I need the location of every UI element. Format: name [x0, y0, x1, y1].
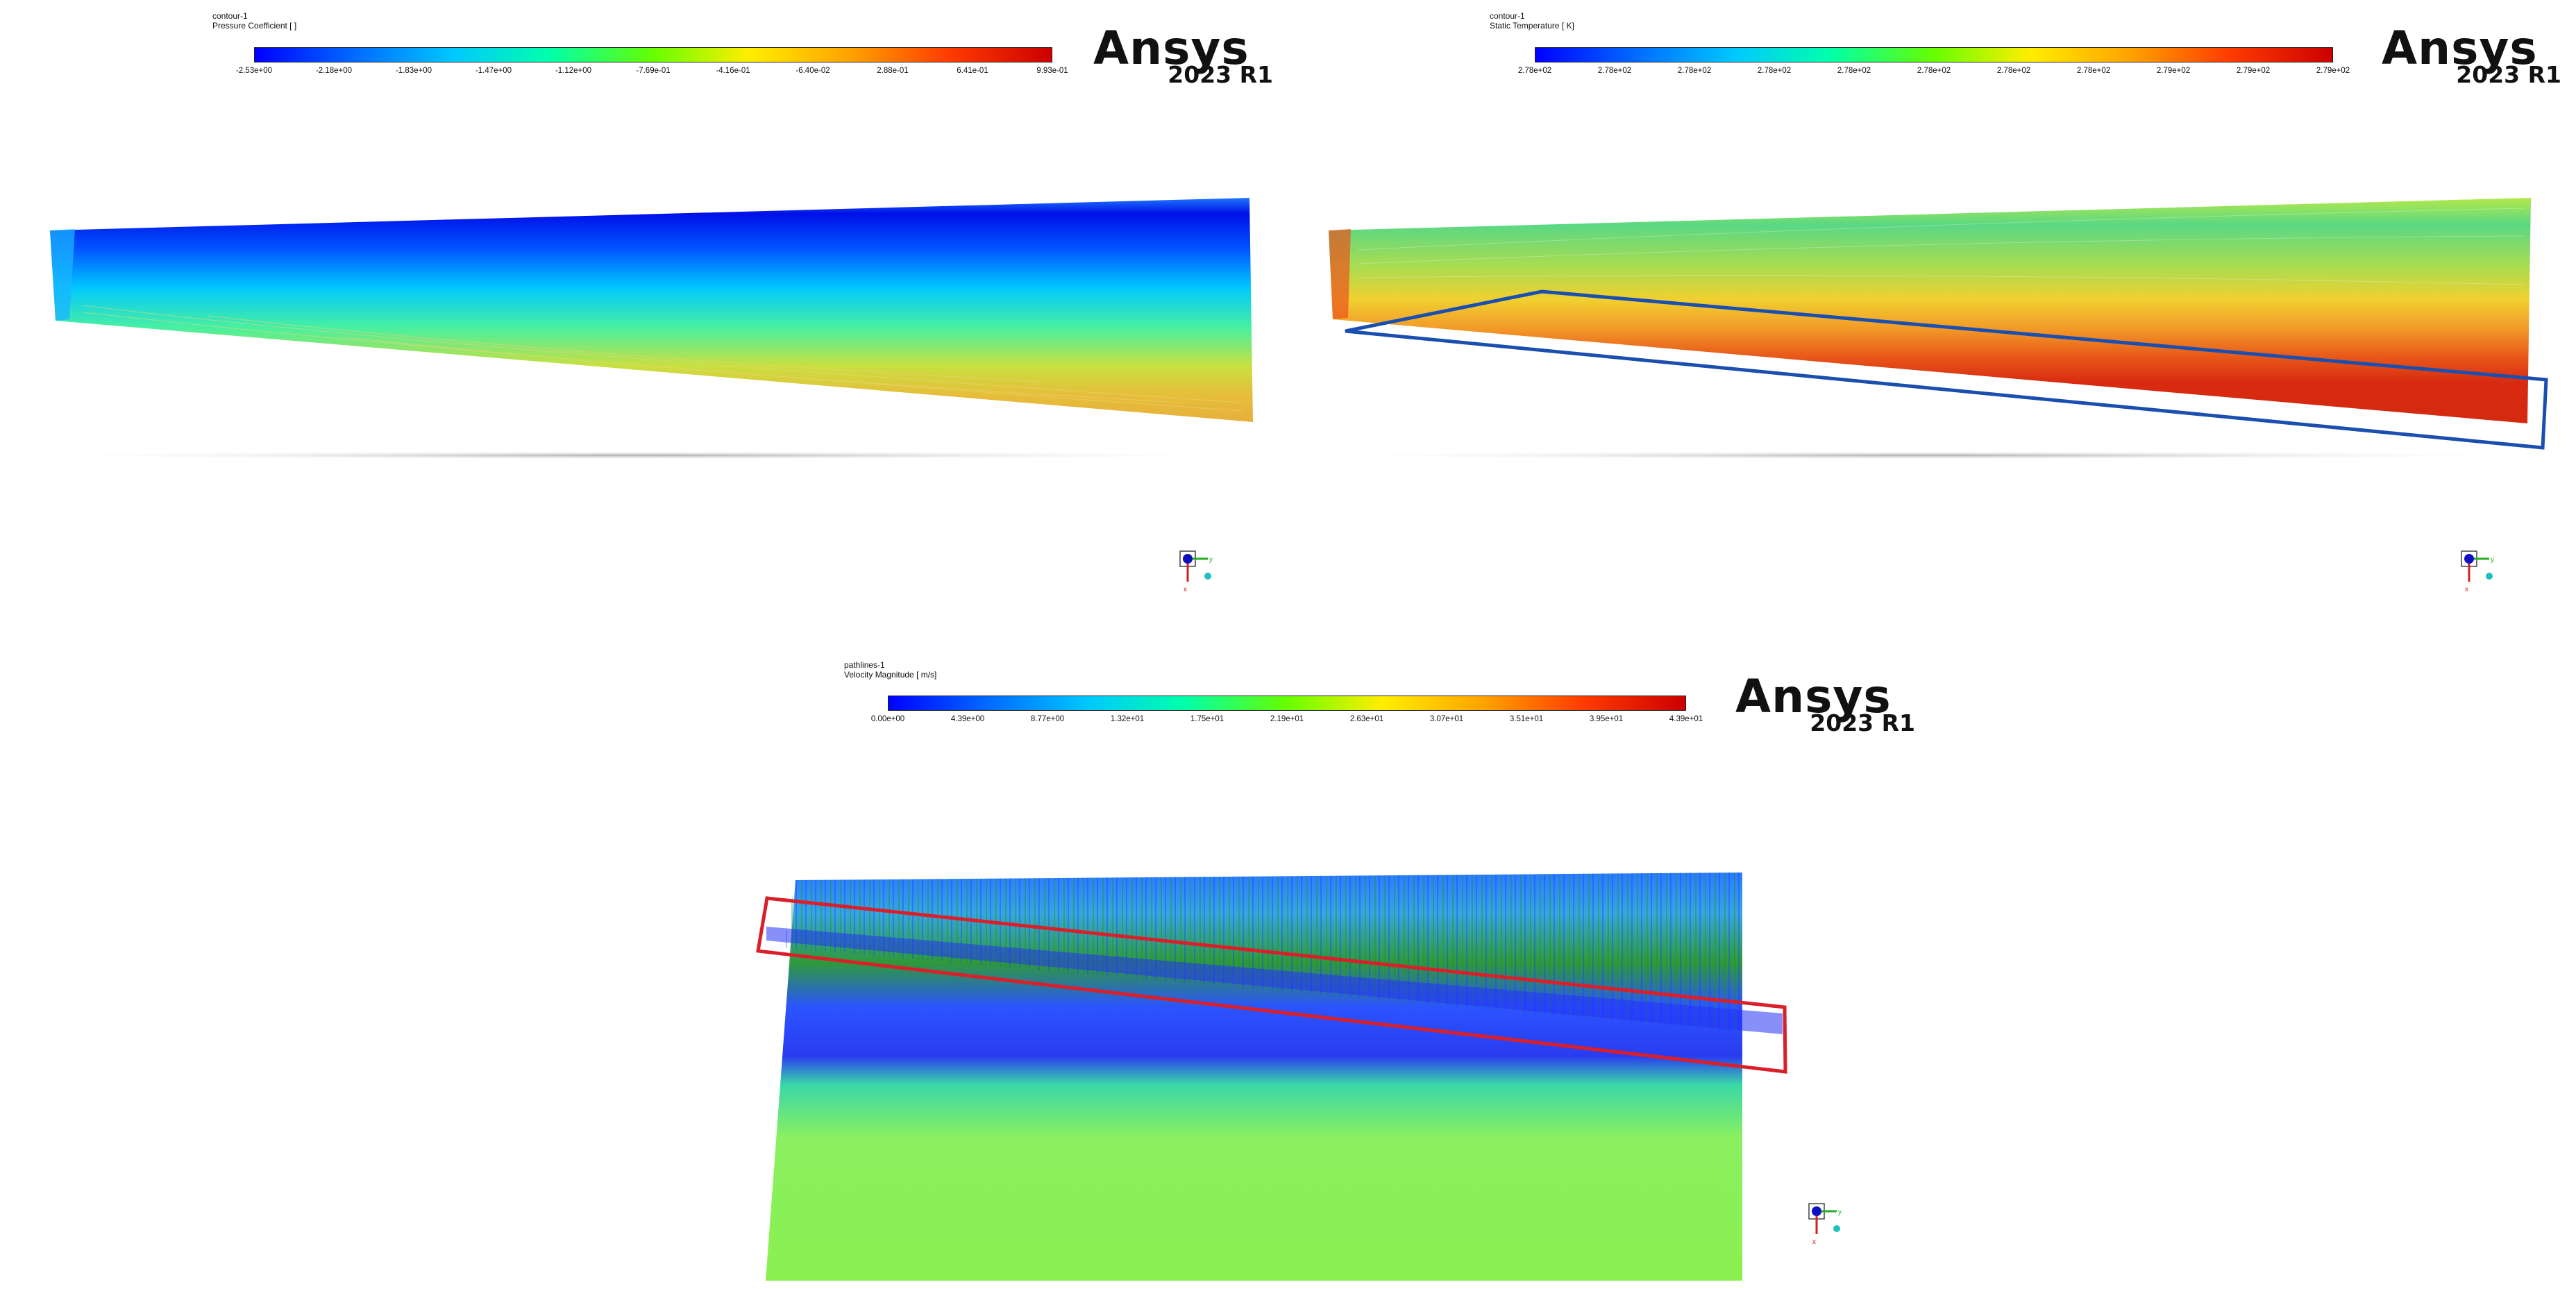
- variable-label: Velocity Magnitude [ m/s]: [844, 670, 937, 680]
- tick-label: 2.63e+01: [1349, 715, 1384, 723]
- svg-text:x: x: [2465, 586, 2468, 593]
- tick-label: 9.93e-01: [1036, 67, 1068, 75]
- floor-shadow: [1288, 451, 2566, 460]
- colormap-bar: [888, 696, 1686, 711]
- variable-label: Static Temperature [ K]: [1490, 21, 1574, 31]
- tick-label: 3.95e+01: [1589, 715, 1624, 723]
- logo-word: Ansys: [1735, 670, 1892, 723]
- svg-text:x: x: [1184, 586, 1187, 593]
- tick-label: 2.78e+02: [1996, 67, 2031, 75]
- tick-label: -7.69e-01: [636, 67, 671, 75]
- tick-label: 2.78e+02: [1517, 67, 1552, 75]
- tick-label: -6.40e-02: [795, 67, 830, 75]
- wing-root: [50, 229, 75, 321]
- highlight-box-red: [756, 896, 1787, 1074]
- tick-label: 2.78e+02: [1597, 67, 1632, 75]
- colormap-ticks: 2.78e+02 2.78e+02 2.78e+02 2.78e+02 2.78…: [1518, 67, 2350, 78]
- contour-lines: [1357, 208, 2525, 285]
- tick-label: 1.75e+01: [1190, 715, 1224, 723]
- tick-label: 6.41e-01: [957, 67, 988, 75]
- colormap-ticks: -2.53e+00 -2.18e+00 -1.83e+00 -1.47e+00 …: [236, 67, 1068, 78]
- logo-version: 2023 R1: [2456, 61, 2561, 88]
- tick-label: 3.51e+01: [1509, 715, 1544, 723]
- ansys-logo: Ansys 2023 R1: [2382, 22, 2566, 88]
- tick-label: 0.00e+00: [870, 715, 905, 723]
- svg-text:y: y: [1209, 556, 1213, 564]
- logo-word: Ansys: [2382, 22, 2538, 75]
- tick-label: 4.39e+01: [1669, 715, 1703, 723]
- axis-triad-icon: y x: [1179, 550, 1213, 593]
- tick-label: 2.78e+02: [1677, 67, 1712, 75]
- tick-label: -2.53e+00: [235, 67, 273, 75]
- panel-static-temperature: contour-1 Static Temperature [ K] 2.78e+…: [1288, 0, 2576, 646]
- logo-version: 2023 R1: [1810, 709, 1915, 736]
- tick-label: 3.07e+01: [1429, 715, 1464, 723]
- highlight-box-blue: [1345, 289, 2548, 450]
- pathlines-view[interactable]: [644, 871, 1932, 1288]
- colormap-bar: [254, 47, 1052, 62]
- wing-root: [1329, 229, 1351, 319]
- tick-label: -1.12e+00: [555, 67, 592, 75]
- tick-label: -4.16e-01: [716, 67, 750, 75]
- svg-text:x: x: [1812, 1238, 1816, 1246]
- object-name: pathlines-1: [844, 660, 885, 670]
- tick-label: -1.47e+00: [475, 67, 512, 75]
- colormap-ticks: 0.00e+00 4.39e+00 8.77e+00 1.32e+01 1.75…: [871, 715, 1703, 726]
- logo-version: 2023 R1: [1168, 61, 1273, 88]
- tick-label: 2.79e+02: [2236, 67, 2271, 75]
- ansys-logo: Ansys 2023 R1: [1735, 670, 1919, 736]
- panel-pressure-coefficient: contour-1 Pressure Coefficient [ ] -2.53…: [0, 0, 1288, 646]
- tick-label: 2.78e+02: [1917, 67, 1951, 75]
- floor-shadow: [0, 451, 1277, 460]
- ansys-logo: Ansys 2023 R1: [1093, 22, 1277, 88]
- tick-label: 2.78e+02: [1837, 67, 1871, 75]
- wing-surface: [1329, 198, 2531, 423]
- object-name: contour-1: [1490, 11, 1525, 21]
- axis-triad-icon: y x: [2461, 550, 2494, 593]
- tick-label: 2.79e+02: [2316, 67, 2350, 75]
- tick-label: 2.78e+02: [2076, 67, 2111, 75]
- axis-triad-icon: y x: [1808, 1203, 1842, 1246]
- tick-label: 2.19e+01: [1270, 715, 1304, 723]
- variable-label: Pressure Coefficient [ ]: [212, 21, 297, 31]
- tick-label: 1.32e+01: [1110, 715, 1145, 723]
- tick-label: -2.18e+00: [315, 67, 353, 75]
- svg-text:y: y: [1838, 1208, 1842, 1216]
- panel-velocity-pathlines: pathlines-1 Velocity Magnitude [ m/s] 0.…: [644, 649, 1932, 1289]
- tick-label: -1.83e+00: [395, 67, 432, 75]
- tick-label: 8.77e+00: [1030, 715, 1065, 723]
- wing-surface: [50, 198, 1253, 422]
- colormap-bar: [1535, 47, 2333, 62]
- contour-lines: [83, 305, 1243, 412]
- wing-surface-view[interactable]: [1288, 174, 2576, 479]
- logo-word: Ansys: [1093, 22, 1249, 75]
- tick-label: 2.78e+02: [1757, 67, 1792, 75]
- wing-surface-view[interactable]: [0, 174, 1288, 479]
- tick-label: 2.88e-01: [877, 67, 909, 75]
- tick-label: 2.79e+02: [2156, 67, 2191, 75]
- tick-label: 4.39e+00: [950, 715, 985, 723]
- svg-text:y: y: [2491, 556, 2494, 564]
- object-name: contour-1: [212, 11, 248, 21]
- vortex-band: [766, 927, 1783, 1034]
